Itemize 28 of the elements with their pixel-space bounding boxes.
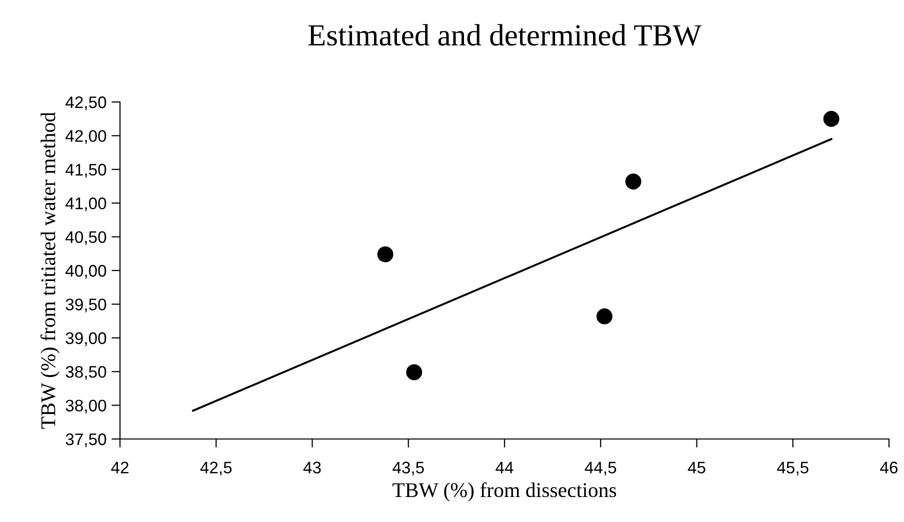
x-tick-label: 43,5 [392, 462, 424, 476]
y-tick-label: 37,50 [66, 433, 106, 448]
y-tick-label: 41,00 [65, 198, 106, 212]
x-tick-label: 46 [880, 462, 898, 474]
y-tick-label: 42,50 [65, 96, 106, 110]
y-axis-title: TBW (%) from tritiated water method [40, 112, 60, 429]
x-tick-label: 42,5 [200, 462, 232, 476]
point [625, 174, 642, 190]
point [377, 246, 394, 262]
y-tick-label: 38,50 [66, 366, 106, 380]
y-tick-label: 41,50 [65, 164, 106, 178]
x-tick-label: 42 [111, 462, 128, 474]
x-tick-label: 43 [303, 462, 321, 474]
y-tick-label: 39,50 [66, 298, 106, 312]
x-tick-label: 44 [496, 462, 514, 474]
y-tick-label: 40,50 [65, 231, 106, 245]
y-tick-label: 42,00 [65, 130, 106, 144]
x-tick-label: 44,5 [584, 462, 616, 476]
point [596, 308, 612, 324]
x-tick-label: 45 [688, 462, 706, 474]
y-tick-label: 38,00 [66, 400, 106, 414]
point [823, 110, 840, 127]
y-tick-label: 39,00 [66, 332, 106, 346]
y-tick-label: 40,00 [65, 264, 106, 279]
chart-title: Estimated and determined TBW [308, 24, 702, 46]
x-tick-label: 45,5 [777, 462, 808, 476]
point [406, 364, 422, 380]
x-axis-title: TBW (%) from dissections [392, 482, 616, 502]
